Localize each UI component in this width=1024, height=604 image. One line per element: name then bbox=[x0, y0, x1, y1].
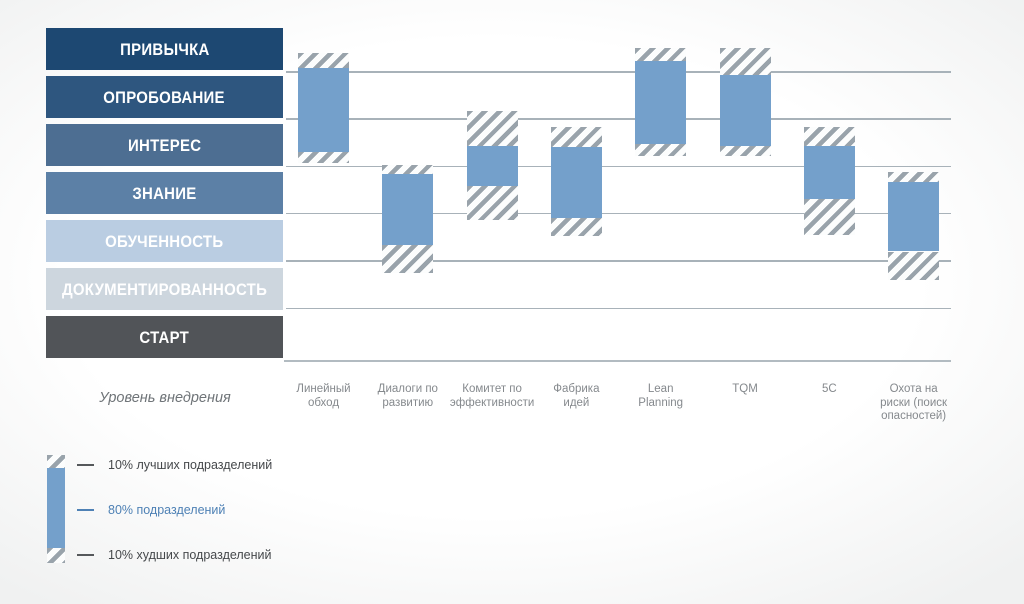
bar-2-top10-hatch bbox=[382, 165, 434, 174]
bar-6-top10-hatch bbox=[719, 47, 771, 75]
bar-2-bottom10-hatch bbox=[382, 244, 434, 274]
gridline-6 bbox=[286, 71, 951, 73]
level-band-label: ЗНАНИЕ bbox=[132, 183, 197, 203]
column-label-line: эффективности bbox=[449, 396, 535, 409]
level-band-6: ДОКУМЕНТИРОВАННОСТЬ bbox=[46, 268, 283, 310]
gridline-1 bbox=[286, 307, 951, 310]
bar-5-bottom10-hatch bbox=[635, 144, 687, 156]
column-label-line: Охота на bbox=[889, 383, 938, 395]
column-label-line: идей bbox=[563, 396, 590, 409]
bar-8-bottom10-hatch bbox=[888, 251, 940, 280]
bar-4-bottom10-hatch bbox=[550, 218, 602, 236]
bar-6-core80-box bbox=[719, 74, 771, 147]
legend-item-2: 80% подразделений bbox=[77, 503, 225, 517]
legend-dash-marker bbox=[77, 554, 94, 556]
legend-top10-hatch-swatch bbox=[47, 455, 65, 468]
axis-title: Уровень внедрения bbox=[99, 390, 231, 406]
column-label-line: Planning bbox=[638, 396, 684, 409]
bar-7-bottom10-hatch bbox=[803, 198, 855, 235]
column-label-5: Lean Planning bbox=[613, 383, 709, 410]
legend-bottom10-hatch-swatch bbox=[47, 548, 65, 563]
legend-core80-swatch bbox=[47, 468, 65, 548]
column-label-line: Диалоги по bbox=[377, 383, 438, 395]
column-label-line: развитию bbox=[382, 396, 434, 409]
column-label-line: 5C bbox=[821, 383, 837, 395]
column-label-3: Комитет по эффективности bbox=[444, 383, 540, 410]
bar-7-core80-box bbox=[803, 146, 855, 199]
legend-item-1: 10% лучших подразделений bbox=[77, 458, 272, 472]
bar-4-top10-hatch bbox=[550, 126, 602, 147]
bar-5-core80-box bbox=[635, 61, 687, 145]
column-label-line: обход bbox=[307, 396, 340, 409]
level-band-label: ИНТЕРЕС bbox=[127, 135, 202, 155]
level-band-label: ПРИВЫЧКА bbox=[119, 39, 210, 59]
column-label-1: Линейный обход bbox=[276, 383, 372, 410]
legend-sample-bar bbox=[47, 455, 65, 563]
legend-item-label: 10% лучших подразделений bbox=[108, 458, 273, 472]
bar-1-top10-hatch bbox=[298, 53, 349, 68]
column-label-line: Комитет по bbox=[462, 383, 522, 395]
column-label-line: опасностей) bbox=[881, 410, 947, 422]
column-label-8: Охота на риски (поиск опасностей) bbox=[866, 383, 962, 424]
level-band-2: ОПРОБОВАНИЕ bbox=[46, 76, 283, 118]
gridline-3 bbox=[286, 212, 951, 215]
level-band-label: ОПРОБОВАНИЕ bbox=[103, 87, 226, 107]
column-label-7: 5C bbox=[781, 383, 877, 397]
bar-8-top10-hatch bbox=[888, 171, 940, 182]
bar-8-core80-box bbox=[888, 181, 940, 252]
column-label-line: TQM bbox=[732, 383, 758, 395]
axis-baseline bbox=[284, 360, 951, 362]
bar-1-core80-box bbox=[298, 67, 349, 152]
column-label-line: Фабрика bbox=[553, 383, 600, 395]
bar-2-core80-box bbox=[382, 173, 434, 245]
bar-3-core80-box bbox=[466, 146, 518, 186]
bar-4-core80-box bbox=[550, 146, 602, 219]
legend-item-label: 80% подразделений bbox=[108, 503, 226, 517]
level-band-label: ОБУЧЕННОСТЬ bbox=[105, 231, 224, 251]
column-label-4: Фабрика идей bbox=[528, 383, 624, 410]
level-band-label: СТАРТ bbox=[139, 327, 190, 347]
column-label-6: TQM bbox=[697, 383, 793, 397]
level-band-1: ПРИВЫЧКА bbox=[46, 28, 283, 70]
column-label-line: Линейный bbox=[296, 383, 351, 395]
bar-3-bottom10-hatch bbox=[466, 185, 518, 221]
bar-7-top10-hatch bbox=[803, 126, 855, 147]
legend-dash-marker bbox=[77, 464, 94, 466]
bar-6-bottom10-hatch bbox=[719, 146, 771, 157]
column-label-line: риски (поиск bbox=[880, 396, 948, 409]
bar-1-bottom10-hatch bbox=[298, 151, 349, 164]
gridline-4 bbox=[286, 165, 951, 168]
gridline-5 bbox=[286, 118, 951, 120]
bar-3-top10-hatch bbox=[466, 111, 518, 147]
level-band-label: ДОКУМЕНТИРОВАННОСТЬ bbox=[61, 279, 268, 299]
level-band-7: СТАРТ bbox=[46, 316, 283, 358]
level-band-3: ИНТЕРЕС bbox=[46, 124, 283, 166]
level-band-5: ОБУЧЕННОСТЬ bbox=[46, 220, 283, 262]
gridline-2 bbox=[286, 260, 951, 262]
column-label-2: Диалоги по развитию bbox=[360, 383, 456, 410]
level-band-4: ЗНАНИЕ bbox=[46, 172, 283, 214]
legend-dash-marker bbox=[77, 509, 94, 511]
legend-item-label: 10% худших подразделений bbox=[108, 548, 272, 562]
legend-item-3: 10% худших подразделений bbox=[77, 548, 272, 562]
column-label-line: Lean bbox=[647, 383, 674, 395]
bar-5-top10-hatch bbox=[635, 47, 687, 62]
